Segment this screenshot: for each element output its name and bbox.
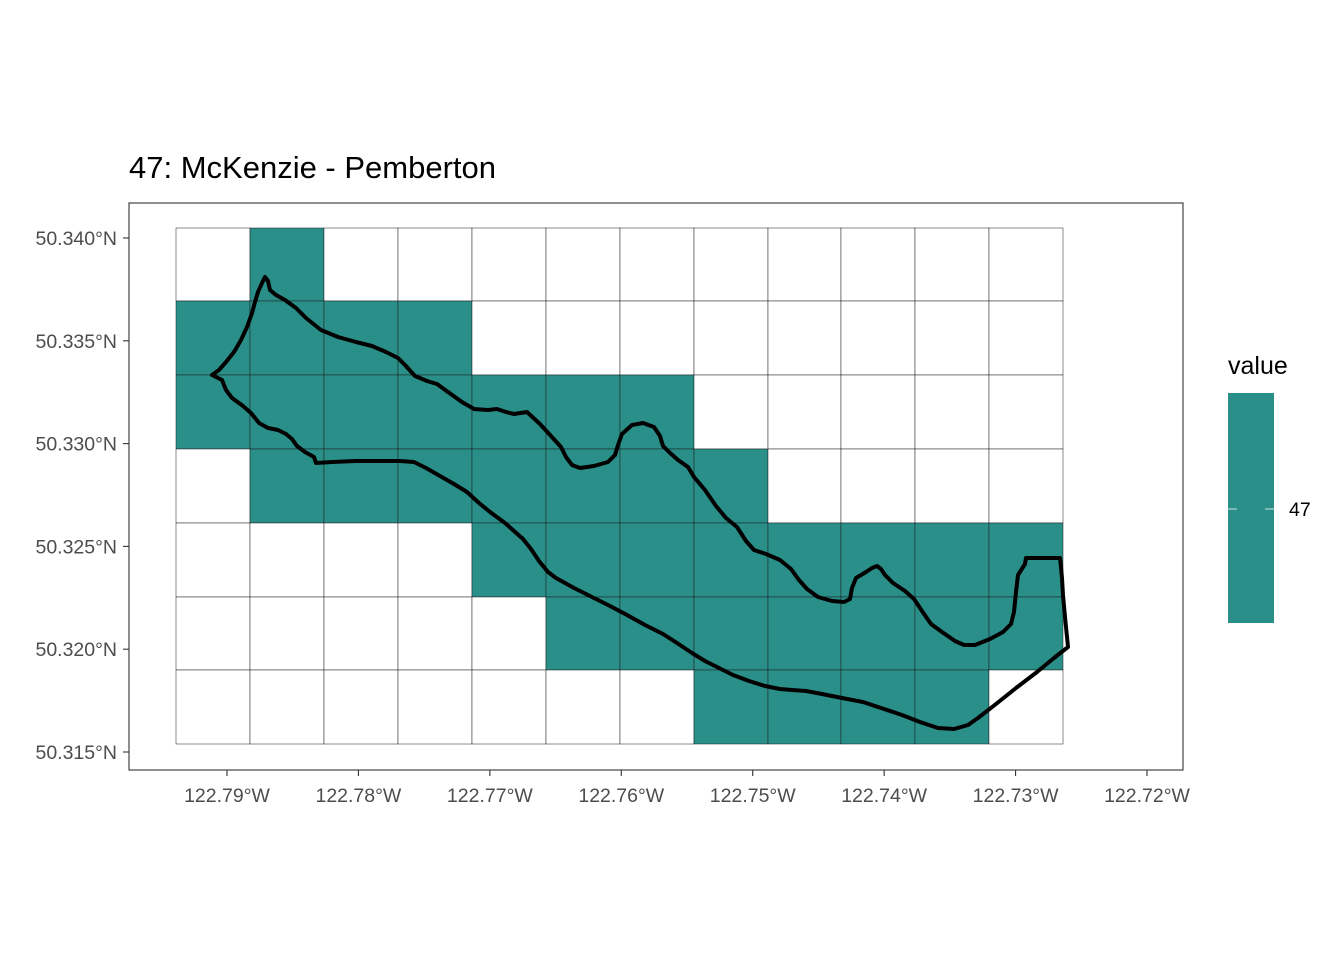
grid-cell-empty (397, 227, 473, 302)
grid-cell-empty (249, 522, 325, 598)
grid-cell-empty (619, 669, 695, 745)
grid-cell-filled (175, 374, 251, 450)
grid-cell-empty (840, 300, 916, 376)
boundary-line (210, 275, 1070, 731)
axes: 122.79°W 122.78°W 122.77°W 122.76°W 122.75°W… (35, 228, 1190, 807)
grid-cell-empty (175, 522, 251, 598)
grid-cell-filled (914, 596, 990, 671)
grid-cell-empty (545, 227, 621, 302)
x-tick-label: 122.78°W (315, 785, 401, 807)
grid-cell-empty (767, 227, 842, 302)
grid-cell-filled (249, 374, 325, 450)
grid-cell-empty (471, 669, 547, 745)
grid-cell-filled (619, 374, 695, 450)
boundary-outline (210, 275, 1070, 731)
x-tick-label: 122.72°W (1104, 785, 1190, 807)
grid-cell-empty (693, 227, 769, 302)
x-tick-label: 122.75°W (710, 785, 796, 807)
grid-cell-empty (323, 596, 399, 671)
grid-cell-filled (471, 448, 547, 524)
grid-cell-empty (397, 669, 473, 745)
grid-cell-empty (693, 374, 769, 450)
y-tick-label: 50.315°N (35, 742, 117, 764)
grid-cell-empty (249, 669, 325, 745)
grid-cell-empty (175, 448, 251, 524)
legend-label: 47 (1289, 499, 1311, 521)
grid-cell-empty (397, 596, 473, 671)
grid-cell-filled (767, 596, 842, 671)
grid-cell-filled (545, 596, 621, 671)
x-tick-label: 122.73°W (973, 785, 1059, 807)
grid-cell-empty (840, 448, 916, 524)
grid-cell-empty (840, 374, 916, 450)
grid-cell-filled (840, 596, 916, 671)
grid-cell-empty (767, 448, 842, 524)
x-tick-label: 122.79°W (184, 785, 270, 807)
grid-cell-empty (914, 448, 990, 524)
legend: value 47 (1228, 352, 1311, 623)
grid-cell-empty (471, 227, 547, 302)
grid-cell-filled (619, 522, 695, 598)
grid-cell-filled (693, 522, 769, 598)
grid-cell-empty (767, 374, 842, 450)
y-tick-label: 50.325°N (35, 536, 117, 558)
grid-cell-filled (545, 374, 621, 450)
grid-cell-filled (249, 300, 325, 376)
x-tick-label: 122.74°W (841, 785, 927, 807)
grid-cell-filled (914, 669, 990, 745)
grid-cell-empty (175, 596, 251, 671)
grid-cell-empty (545, 300, 621, 376)
grid-cell-filled (471, 522, 547, 598)
grid-cell-filled (914, 522, 990, 598)
legend-colorbar (1228, 393, 1274, 623)
grid-cell-filled (397, 374, 473, 450)
grid-cell-filled (545, 522, 621, 598)
grid-cell-empty (988, 374, 1064, 450)
x-tick-label: 122.77°W (447, 785, 533, 807)
grid-cell-filled (619, 448, 695, 524)
grid-cell-filled (323, 374, 399, 450)
y-tick-label: 50.320°N (35, 639, 117, 661)
grid-cell-empty (619, 227, 695, 302)
grid-cell-empty (988, 448, 1064, 524)
grid-cell-empty (471, 596, 547, 671)
map-title: 47: McKenzie - Pemberton (129, 150, 496, 185)
y-tick-label: 50.340°N (35, 228, 117, 250)
grid-cells (175, 227, 1064, 745)
grid-cell-filled (619, 596, 695, 671)
grid-cell-empty (175, 669, 251, 745)
legend-title: value (1228, 352, 1288, 380)
grid-cell-filled (693, 669, 769, 745)
y-tick-label: 50.335°N (35, 331, 117, 353)
grid-cell-filled (249, 227, 325, 302)
grid-cell-empty (323, 669, 399, 745)
grid-cell-empty (914, 374, 990, 450)
grid-cell-filled (249, 448, 325, 524)
y-tick-label: 50.330°N (35, 434, 117, 456)
x-tick-label: 122.76°W (578, 785, 664, 807)
grid-cell-filled (397, 300, 473, 376)
grid-cell-empty (471, 300, 547, 376)
grid-cell-empty (323, 227, 399, 302)
grid-cell-empty (693, 300, 769, 376)
grid-cell-empty (914, 300, 990, 376)
grid-cell-empty (175, 227, 251, 302)
grid-cell-empty (988, 227, 1064, 302)
grid-cell-empty (397, 522, 473, 598)
grid-cell-empty (988, 300, 1064, 376)
grid-cell-filled (767, 669, 842, 745)
grid-cell-empty (545, 669, 621, 745)
grid-cell-empty (619, 300, 695, 376)
grid-cell-empty (249, 596, 325, 671)
grid-cell-filled (693, 448, 769, 524)
grid-cell-empty (840, 227, 916, 302)
grid-cell-empty (323, 522, 399, 598)
grid-cell-filled (175, 300, 251, 376)
grid-cell-filled (323, 300, 399, 376)
grid-cell-empty (914, 227, 990, 302)
grid-cell-empty (767, 300, 842, 376)
